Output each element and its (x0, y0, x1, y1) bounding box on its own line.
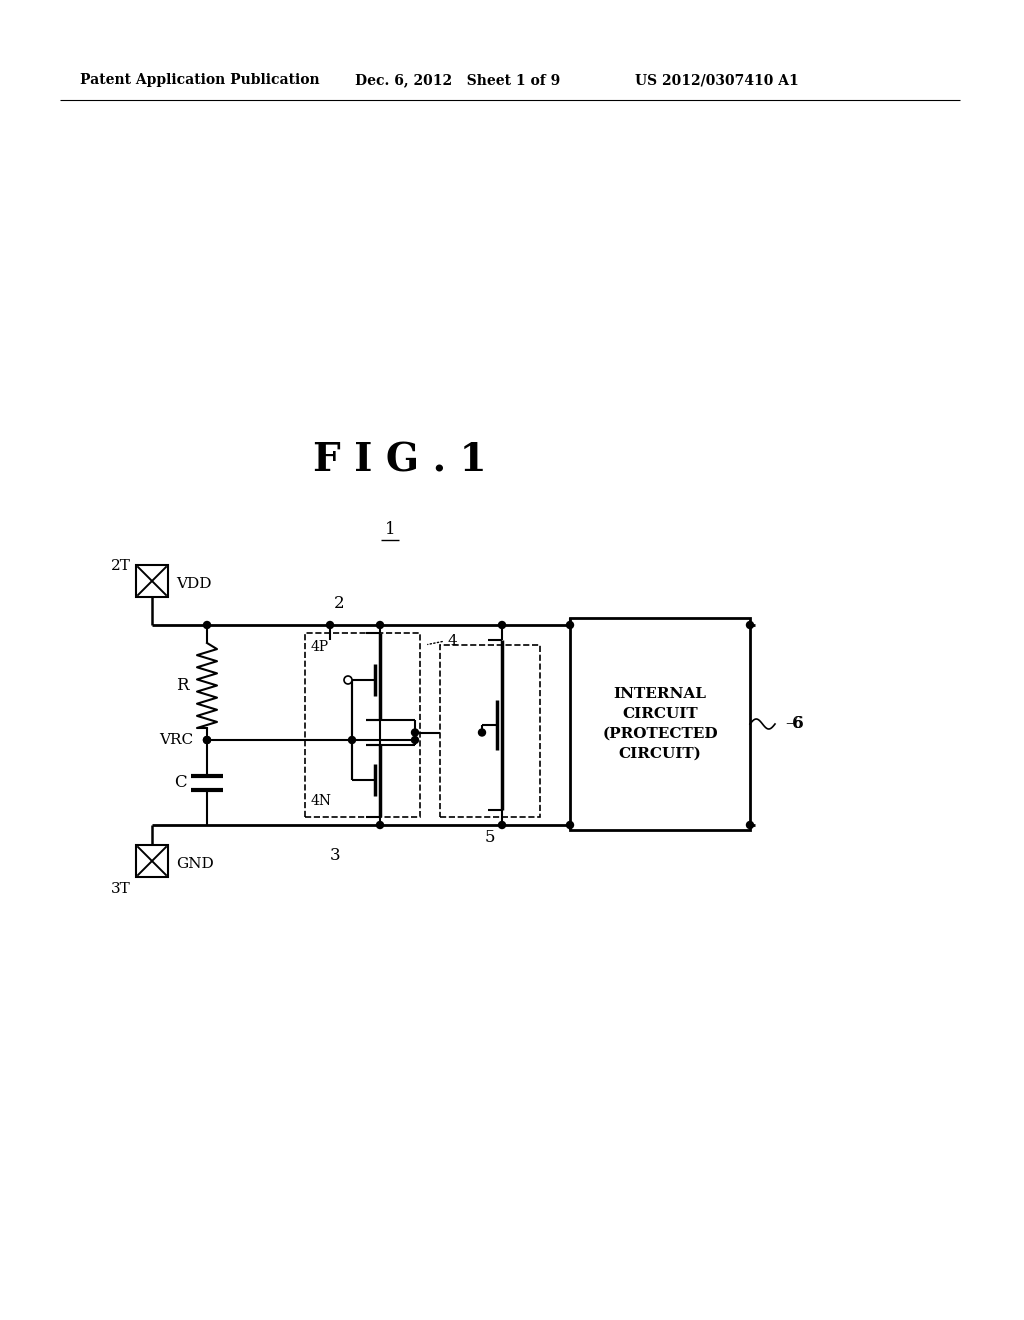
Text: 3T: 3T (112, 882, 131, 896)
Circle shape (499, 821, 506, 829)
Circle shape (412, 737, 419, 743)
Text: 2: 2 (334, 594, 345, 611)
Bar (305, 634, 420, 817)
Circle shape (746, 821, 754, 829)
Circle shape (478, 729, 485, 737)
Text: C: C (174, 774, 187, 791)
Text: CIRCUIT: CIRCUIT (623, 708, 697, 721)
Text: CIRCUIT): CIRCUIT) (618, 747, 701, 762)
Text: US 2012/0307410 A1: US 2012/0307410 A1 (635, 73, 799, 87)
Bar (570, 618, 750, 830)
Circle shape (377, 622, 384, 628)
Text: 4N: 4N (311, 795, 332, 808)
Text: 6: 6 (792, 715, 803, 733)
Circle shape (746, 622, 754, 628)
Circle shape (204, 737, 211, 743)
Text: –6: –6 (785, 715, 804, 733)
Text: 3: 3 (330, 846, 341, 863)
Text: R: R (176, 677, 189, 694)
Text: INTERNAL: INTERNAL (613, 686, 707, 701)
Circle shape (327, 622, 334, 628)
Circle shape (566, 821, 573, 829)
Circle shape (344, 676, 352, 684)
Text: (PROTECTED: (PROTECTED (602, 727, 718, 741)
Circle shape (204, 737, 211, 743)
Text: VDD: VDD (176, 577, 212, 591)
Text: 1: 1 (385, 521, 395, 539)
Bar (136, 565, 168, 597)
Text: F I G . 1: F I G . 1 (313, 441, 486, 479)
Circle shape (377, 821, 384, 829)
Text: 5: 5 (484, 829, 496, 846)
Text: 4P: 4P (311, 640, 329, 653)
Bar (440, 645, 540, 817)
Circle shape (348, 737, 355, 743)
Text: GND: GND (176, 857, 214, 871)
Text: Patent Application Publication: Patent Application Publication (80, 73, 319, 87)
Bar (136, 845, 168, 876)
Text: 2T: 2T (112, 558, 131, 573)
Text: Dec. 6, 2012   Sheet 1 of 9: Dec. 6, 2012 Sheet 1 of 9 (355, 73, 560, 87)
Circle shape (566, 622, 573, 628)
Text: VRC: VRC (159, 733, 193, 747)
Circle shape (412, 729, 419, 737)
Text: 4: 4 (449, 634, 458, 648)
Circle shape (204, 622, 211, 628)
Circle shape (499, 622, 506, 628)
